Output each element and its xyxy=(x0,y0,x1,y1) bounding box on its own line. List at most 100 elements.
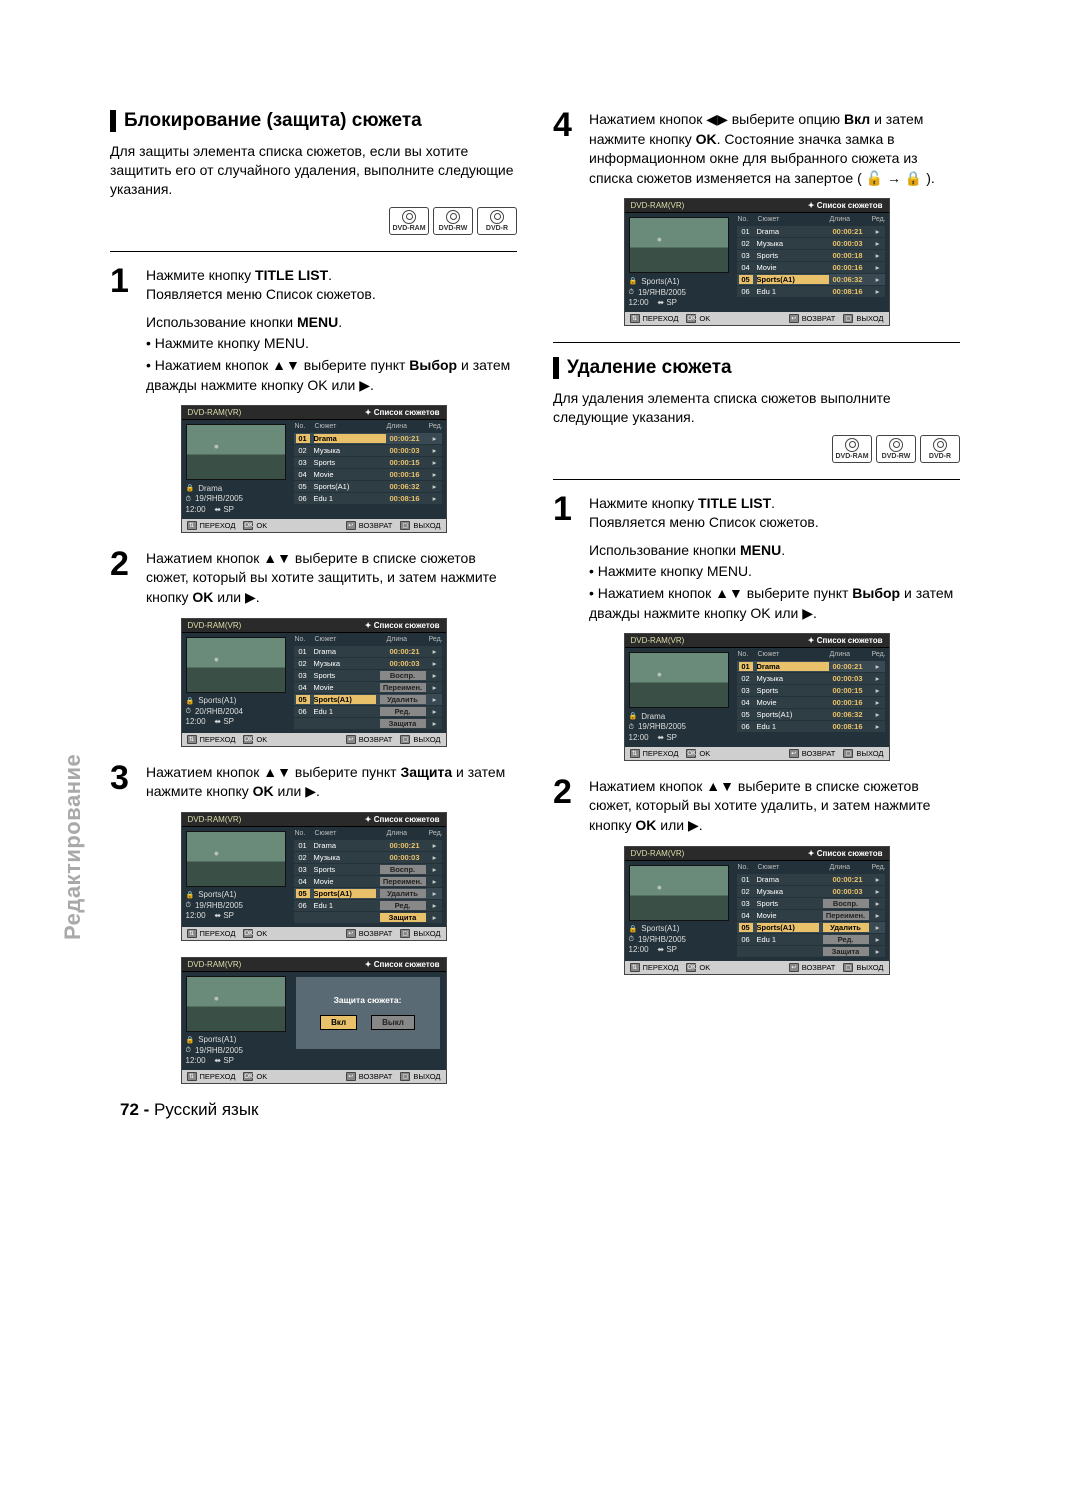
osd-row: 05Sports(A1)00:06:32▸ xyxy=(294,481,442,492)
osd-row: Защита▸ xyxy=(294,718,442,729)
osd-row: 02Музыка00:00:03▸ xyxy=(737,886,885,897)
step-body: Нажатием кнопок ▲▼ выберите пункт Защита… xyxy=(146,763,517,802)
osd-row: 03SportsВоспр.▸ xyxy=(737,898,885,909)
osd-row: 01Drama00:00:21▸ xyxy=(737,226,885,237)
osd-row: 02Музыка00:00:03▸ xyxy=(294,445,442,456)
sub-line: Использование кнопки MENU. xyxy=(146,313,517,333)
protect-dialog-title: Защита сюжета: xyxy=(334,995,402,1005)
osd-footer: ⇅ПЕРЕХОД OKOK ↩ВОЗВРАТ ▢ВЫХОД xyxy=(625,312,889,325)
bold: OK xyxy=(253,783,274,799)
step-number: 2 xyxy=(553,777,579,808)
osd-thumbnail xyxy=(186,976,286,1032)
osd-row: Защита▸ xyxy=(737,946,885,957)
osd-row: 04Movie00:00:16▸ xyxy=(737,697,885,708)
text: Нажмите кнопку xyxy=(589,495,698,511)
step-body: Нажмите кнопку TITLE LIST. Появляется ме… xyxy=(589,494,960,533)
disc-icons: DVD-RAMDVD-RWDVD-R xyxy=(110,207,517,235)
osd-row: 05Sports(A1)Удалить▸ xyxy=(737,922,885,933)
osd-row: 03SportsВоспр.▸ xyxy=(294,670,442,681)
osd-row: 01Drama00:00:21▸ xyxy=(294,840,442,851)
osd-title-bar: DVD-RAM(VR) ✦ Список сюжетов xyxy=(625,634,889,648)
osd-meta: Sports(A1) 19/ЯНВ/2005 12:00 ⬌ SP xyxy=(629,276,729,308)
osd-row: 05Sports(A1)00:06:32▸ xyxy=(737,709,885,720)
disc-icon: DVD-RAM xyxy=(832,435,872,463)
side-label: Редактирование xyxy=(60,754,86,940)
lock-closed-icon: 🔒 xyxy=(905,170,922,186)
osd-row: 01Drama00:00:21▸ xyxy=(294,433,442,444)
text: Нажатием кнопок ▲▼ выберите пункт xyxy=(598,585,852,601)
step-body: Нажатием кнопок ▲▼ выберите в списке сюж… xyxy=(589,777,960,836)
disc-icon: DVD-RAM xyxy=(389,207,429,235)
osd-row: Защита▸ xyxy=(294,912,442,923)
text: или ▶. xyxy=(213,589,259,605)
disc-icon: DVD-RW xyxy=(433,207,473,235)
page-footer: 72 - Русский язык xyxy=(120,1100,259,1120)
page-number: 72 - xyxy=(120,1100,149,1119)
osd-3a: DVD-RAM(VR) ✦ Список сюжетов Sports(A1) … xyxy=(181,812,447,941)
step-number: 2 xyxy=(110,549,136,580)
step-3: 3 Нажатием кнопок ▲▼ выберите пункт Защи… xyxy=(110,763,517,802)
osd-row: 01Drama00:00:21▸ xyxy=(294,646,442,657)
bold: OK xyxy=(635,817,656,833)
text: Использование кнопки xyxy=(146,314,297,330)
disc-icon: DVD-R xyxy=(920,435,960,463)
step-2: 2 Нажатием кнопок ▲▼ выберите в списке с… xyxy=(110,549,517,608)
section-delete-title: Удаление сюжета xyxy=(553,357,960,379)
bold: Выбор xyxy=(852,585,900,601)
text: . xyxy=(338,314,342,330)
text: Нажмите кнопку xyxy=(146,267,255,283)
osd-row: 06Edu 100:08:16▸ xyxy=(737,286,885,297)
section-lock-intro: Для защиты элемента списка сюжетов, если… xyxy=(110,142,517,199)
text: . xyxy=(771,495,775,511)
step-body: Нажатием кнопок ▲▼ выберите в списке сюж… xyxy=(146,549,517,608)
osd-row: 03Sports00:00:15▸ xyxy=(737,685,885,696)
osd-row: 02Музыка00:00:03▸ xyxy=(737,673,885,684)
osd-row: 04MovieПереимен.▸ xyxy=(737,910,885,921)
step-number: 1 xyxy=(110,266,136,297)
step-4: 4 Нажатием кнопок ◀▶ выберите опцию Вкл … xyxy=(553,110,960,188)
text: Использование кнопки xyxy=(589,542,740,558)
osd-row: 03SportsВоспр.▸ xyxy=(294,864,442,875)
osd-thumbnail xyxy=(629,217,729,273)
disc-icon: DVD-RW xyxy=(876,435,916,463)
osd-meta: Sports(A1) 20/ЯНВ/2004 12:00 ⬌ SP xyxy=(186,696,286,728)
bullet: Нажатием кнопок ▲▼ выберите пункт Выбор … xyxy=(146,356,517,395)
osd-2: DVD-RAM(VR) ✦ Список сюжетов Sports(A1) … xyxy=(181,618,447,747)
step-body: Нажатием кнопок ◀▶ выберите опцию Вкл и … xyxy=(589,110,960,188)
bullet: Нажмите кнопку MENU. xyxy=(589,562,960,582)
osd-footer: ⇅ПЕРЕХОД OKOK ↩ВОЗВРАТ ▢ВЫХОД xyxy=(625,747,889,760)
osd-title-bar: DVD-RAM(VR) ✦ Список сюжетов xyxy=(182,958,446,972)
osd-title-bar: DVD-RAM(VR) ✦ Список сюжетов xyxy=(625,199,889,213)
osd-row: 06Edu 1Ред.▸ xyxy=(294,900,442,911)
bold: OK xyxy=(696,131,717,147)
protect-on-button[interactable]: Вкл xyxy=(320,1015,357,1030)
bold: MENU xyxy=(297,314,338,330)
osd-footer: ⇅ПЕРЕХОД OKOK ↩ВОЗВРАТ ▢ВЫХОД xyxy=(182,519,446,532)
section-delete-intro: Для удаления элемента списка сюжетов вып… xyxy=(553,389,960,427)
osd-footer: ⇅ПЕРЕХОД OKOK ↩ВОЗВРАТ ▢ВЫХОД xyxy=(182,927,446,940)
osd-meta: Sports(A1) 19/ЯНВ/2005 12:00 ⬌ SP xyxy=(186,890,286,922)
bold: Вкл xyxy=(844,111,870,127)
step-number: 1 xyxy=(553,494,579,525)
osd-row: 06Edu 100:08:16▸ xyxy=(294,493,442,504)
bold: TITLE LIST xyxy=(255,267,328,283)
bold: Защита xyxy=(400,764,452,780)
step-body: Нажмите кнопку TITLE LIST. Появляется ме… xyxy=(146,266,517,305)
osd-thumbnail xyxy=(186,637,286,693)
step-1: 1 Нажмите кнопку TITLE LIST. Появляется … xyxy=(110,266,517,305)
text: Появляется меню Список сюжетов. xyxy=(589,514,819,530)
osd-meta: Sports(A1) 19/ЯНВ/2005 12:00 ⬌ SP xyxy=(629,924,729,956)
osd-meta: Drama 19/ЯНВ/2005 12:00 ⬌ SP xyxy=(186,483,286,515)
osd-row: 04MovieПереимен.▸ xyxy=(294,876,442,887)
page-lang: Русский язык xyxy=(154,1100,258,1119)
arrow-icon: → xyxy=(887,170,901,186)
osd-title-bar: DVD-RAM(VR) ✦ Список сюжетов xyxy=(182,813,446,827)
osd-footer: ⇅ПЕРЕХОД OKOK ↩ВОЗВРАТ ▢ВЫХОД xyxy=(182,1070,446,1083)
osd-thumbnail xyxy=(186,831,286,887)
text: . xyxy=(328,267,332,283)
protect-off-button[interactable]: Выкл xyxy=(371,1015,415,1030)
osd-1: DVD-RAM(VR) ✦ Список сюжетов Drama 19/ЯН… xyxy=(181,405,447,533)
osd-row: 06Edu 1Ред.▸ xyxy=(294,706,442,717)
bold: TITLE LIST xyxy=(698,495,771,511)
osd-meta: Sports(A1) 19/ЯНВ/2005 12:00 ⬌ SP xyxy=(186,1035,286,1067)
